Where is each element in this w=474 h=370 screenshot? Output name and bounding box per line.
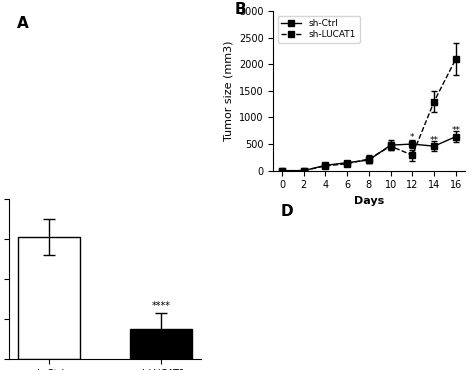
Y-axis label: Tumor size (mm3): Tumor size (mm3): [223, 41, 233, 141]
X-axis label: Days: Days: [354, 196, 384, 206]
Text: **: **: [451, 126, 460, 135]
Text: ****: ****: [152, 301, 171, 311]
Bar: [18, 237, 80, 359]
Text: **: **: [429, 135, 438, 145]
Legend: sh-Ctrl, sh-LUCAT1: sh-Ctrl, sh-LUCAT1: [278, 16, 359, 43]
Text: B: B: [235, 1, 246, 17]
Text: *: *: [410, 133, 415, 142]
Text: A: A: [17, 16, 29, 31]
Bar: [130, 329, 192, 359]
Text: D: D: [281, 204, 293, 219]
